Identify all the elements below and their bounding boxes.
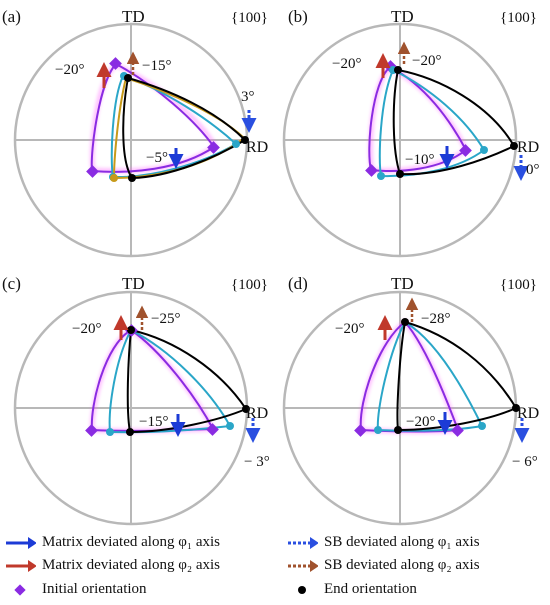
dotted-brown-arrow-icon [288, 559, 318, 572]
legend: Matrix deviated along φ₁ axis Matrix dev… [0, 528, 550, 605]
initial-orientation-marker [206, 423, 219, 436]
panel-label: (c) [2, 274, 21, 293]
initial-orientation-marker [451, 424, 464, 437]
solid-blue-arrow-icon [6, 536, 36, 549]
annotation: −20° [412, 53, 441, 69]
panel-label: (d) [288, 274, 308, 293]
plane-label: {100} [231, 10, 268, 26]
initial-orientation-marker [86, 165, 99, 178]
legend-matrix-phi2: Matrix deviated along φ₂ axis [4, 557, 220, 574]
curve-purple [368, 65, 468, 172]
end-orientation-marker [128, 174, 136, 182]
annotation: −15° [139, 414, 168, 430]
black-dot-icon [298, 585, 306, 594]
legend-label: End orientation [324, 581, 417, 597]
annotation: −28° [421, 311, 450, 327]
panel-label: (a) [2, 7, 21, 26]
curve-black [396, 320, 518, 432]
end-orientation-marker [510, 142, 518, 150]
annotation: −20° [55, 62, 84, 78]
legend-matrix-phi1: Matrix deviated along φ₁ axis [4, 534, 220, 551]
legend-sb-phi2: SB deviated along φ₂ axis [286, 557, 480, 574]
end-orientation-marker [124, 74, 132, 82]
legend-label: Matrix deviated along φ₂ axis [42, 557, 221, 573]
end-orientation-marker [126, 428, 134, 436]
td-label: TD [122, 7, 145, 26]
end-orientation-marker [127, 326, 135, 334]
rd-label: RD [246, 405, 268, 422]
curve-black [126, 328, 248, 434]
curve-purple [90, 62, 216, 173]
td-label: TD [122, 274, 145, 293]
td-label: TD [391, 7, 414, 26]
initial-orientation-marker [207, 141, 220, 154]
annotation: −5° [146, 150, 168, 166]
plane-label: {100} [231, 277, 268, 293]
end-orientation-marker [241, 136, 249, 144]
legend-sb-phi1: SB deviated along φ₁ axis [286, 534, 480, 551]
cyan-point [106, 428, 114, 436]
panel-d: (d) TD {100} RD −20° −28° − 6° −20° [282, 274, 539, 526]
legend-label: Initial orientation [42, 581, 147, 597]
gold-point [110, 174, 118, 182]
cyan-point [374, 426, 382, 434]
plane-label: {100} [500, 10, 537, 26]
panel-b: (b) TD {100} RD −20° −20° 0° −10° [282, 7, 540, 258]
annotation: −20° [72, 321, 101, 337]
annotation: − 3° [244, 454, 270, 470]
cyan-point [226, 422, 234, 430]
rd-label: RD [517, 139, 539, 156]
curve-black [392, 68, 516, 176]
annotation: 3° [241, 89, 255, 105]
annotation: −10° [405, 152, 434, 168]
panel-a: (a) TD {100} RD −20° −15° 3° −5° [2, 7, 268, 258]
curve-black [122, 76, 247, 180]
initial-orientation-marker [459, 144, 472, 157]
cyan-point [480, 146, 488, 154]
legend-label: SB deviated along φ₁ axis [324, 534, 480, 550]
cyan-point [232, 140, 240, 148]
end-orientation-marker [512, 404, 520, 412]
cyan-point [478, 422, 486, 430]
annotation: −20° [406, 414, 435, 430]
initial-orientation-marker [365, 164, 378, 177]
annotation: −25° [151, 311, 180, 327]
annotation: −20° [335, 321, 364, 337]
panel-c: (c) TD {100} RD −20° −25° − 3° −15° [2, 274, 270, 526]
solid-red-arrow-icon [6, 559, 36, 572]
rd-label: RD [517, 405, 539, 422]
end-orientation-marker [394, 426, 402, 434]
plane-label: {100} [500, 277, 537, 293]
initial-orientation-marker [85, 424, 98, 437]
end-orientation-marker [242, 405, 250, 413]
end-orientation-marker [396, 170, 404, 178]
annotation: −20° [332, 56, 361, 72]
legend-initial: Initial orientation [4, 581, 147, 598]
annotation: 0° [526, 162, 540, 178]
legend-end: End orientation [286, 581, 417, 598]
td-label: TD [391, 274, 414, 293]
purple-diamond-icon [14, 583, 26, 596]
panel-label: (b) [288, 7, 308, 26]
cyan-point [377, 172, 385, 180]
legend-label: Matrix deviated along φ₁ axis [42, 534, 221, 550]
rd-label: RD [246, 139, 268, 156]
dotted-blue-arrow-icon [288, 536, 318, 549]
end-orientation-marker [394, 66, 402, 74]
end-orientation-marker [401, 318, 409, 326]
legend-label: SB deviated along φ₂ axis [324, 557, 480, 573]
annotation: −15° [142, 58, 171, 74]
initial-orientation-marker [354, 424, 367, 437]
annotation: − 6° [512, 454, 538, 470]
